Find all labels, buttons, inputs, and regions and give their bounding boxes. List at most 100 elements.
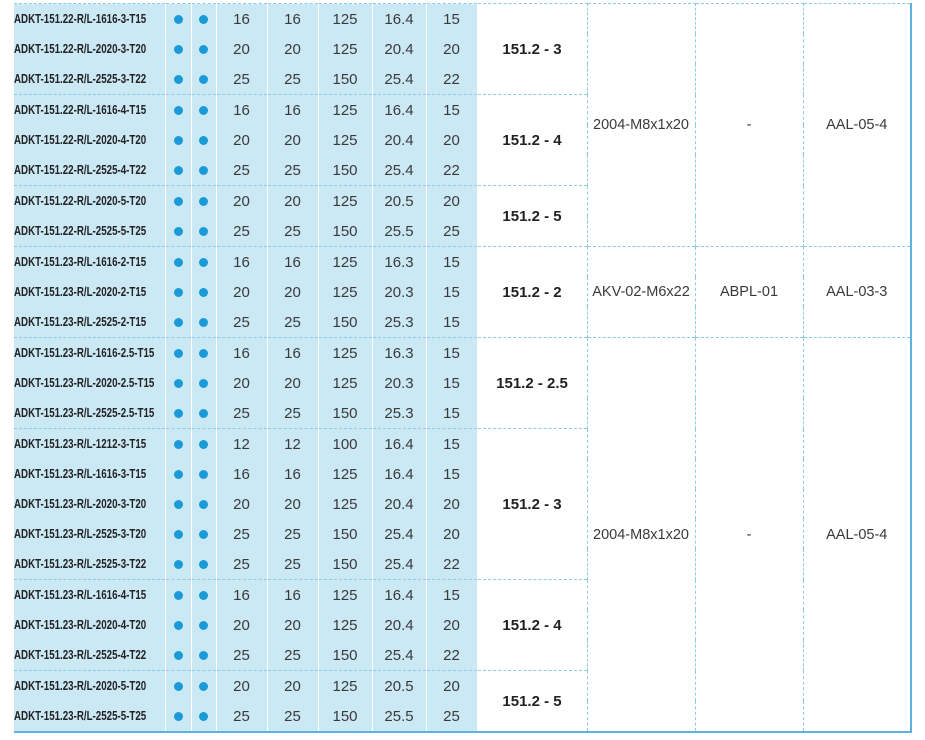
value-cell: 125 (318, 125, 373, 155)
value-cell: 125 (318, 34, 373, 64)
value-cell: 15 (426, 307, 478, 338)
table-row: ADKT-151.23-R/L-1616-3-T15 16 16 125 16.4 15 (14, 459, 911, 489)
product-code: ADKT-151.23-R/L-2525-2-T15 (14, 307, 166, 338)
dot (173, 14, 183, 24)
value-cell: 20 (426, 519, 478, 549)
table-row: ADKT-151.23-R/L-2525-2.5-T15 25 25 150 25.3 1… (14, 398, 911, 429)
value-cell: 25 (216, 640, 268, 671)
span-cell: - (695, 3, 804, 247)
table-row: ADKT-151.23-R/L-2525-3-T22 25 25 150 25.4 22 (14, 549, 911, 580)
product-code: ADKT-151.22-R/L-2525-5-T25 (14, 216, 166, 247)
group-label: 151.2 - 2 (477, 246, 588, 338)
dot-cell (191, 155, 217, 186)
value-cell: 15 (426, 368, 478, 398)
value-cell: 20 (267, 610, 319, 640)
value-cell: 22 (426, 640, 478, 671)
code-text: ADKT-151.23-R/L-2020-4-T20 (14, 618, 147, 632)
value-cell: 25 (216, 519, 268, 549)
table-row: ADKT-151.23-R/L-2525-2-T15 25 25 150 25.3 15 (14, 307, 911, 338)
value-cell: 15 (426, 428, 478, 459)
table-row: ADKT-151.23-R/L-2020-3-T20 20 20 125 20.4 20 (14, 489, 911, 519)
code-text: ADKT-151.23-R/L-1616-2-T15 (14, 255, 147, 269)
dot-cell (165, 640, 192, 671)
value-cell: 16 (216, 579, 268, 610)
dot-cell (191, 398, 217, 429)
value-cell: 15 (426, 277, 478, 307)
value-cell: 25.4 (372, 64, 427, 95)
dot-cell (191, 579, 217, 610)
dot-cell (191, 307, 217, 338)
dot (173, 165, 183, 175)
product-code: ADKT-151.23-R/L-2525-4-T22 (14, 640, 166, 671)
value-cell: 25.4 (372, 155, 427, 186)
table-row: ADKT-151.23-R/L-1616-4-T15 16 16 125 16.4 15 1… (14, 579, 911, 671)
product-code: ADKT-151.23-R/L-2525-3-T22 (14, 549, 166, 580)
value-cell: 125 (318, 670, 373, 701)
dot (173, 135, 183, 145)
table-row: ADKT-151.22-R/L-1616-3-T15 16 16 125 16.4 15 1… (14, 3, 912, 247)
span-cell: 2004-M8x1x20 (587, 337, 696, 732)
value-cell: 25 (216, 64, 268, 95)
product-code: ADKT-151.23-R/L-1616-2-T15 (14, 246, 166, 277)
dot-cell (165, 277, 192, 307)
dot-cell (165, 185, 192, 216)
product-code: ADKT-151.23-R/L-2020-2.5-T15 (14, 368, 166, 398)
dot-cell (191, 64, 217, 95)
value-cell: 16.3 (372, 246, 427, 277)
value-cell: 125 (318, 3, 373, 34)
dot-cell (165, 94, 192, 125)
code-text: ADKT-151.23-R/L-1616-3-T15 (14, 467, 147, 481)
value-cell: 25.4 (372, 519, 427, 549)
dot-cell (191, 701, 217, 732)
code-text: ADKT-151.22-R/L-2020-5-T20 (14, 194, 147, 208)
dot (199, 287, 208, 297)
value-cell: 16 (267, 337, 319, 368)
product-code: ADKT-151.22-R/L-2525-4-T22 (14, 155, 166, 186)
product-code: ADKT-151.23-R/L-2020-2-T15 (14, 277, 166, 307)
code-text: ADKT-151.22-R/L-2020-4-T20 (14, 133, 147, 147)
product-code: ADKT-151.23-R/L-2525-3-T20 (14, 519, 166, 549)
dot (173, 408, 183, 418)
value-cell: 20.3 (372, 277, 427, 307)
value-cell: 25 (216, 701, 268, 732)
dot (173, 650, 183, 660)
table-row: ADKT-151.22-R/L-1616-4-T15 16 16 125 16.4 15 1… (14, 94, 911, 186)
value-cell: 16 (267, 94, 319, 125)
value-cell: 125 (318, 459, 373, 489)
product-code: ADKT-151.23-R/L-2020-4-T20 (14, 610, 166, 640)
group-label: 151.2 - 2.5 (477, 337, 588, 429)
value-cell: 16 (267, 579, 319, 610)
dot (199, 439, 208, 449)
value-cell: 22 (426, 155, 478, 186)
value-cell: 125 (318, 579, 373, 610)
table-row: ADKT-151.23-R/L-2525-5-T25 25 25 150 25.5 25 (14, 701, 911, 732)
value-cell: 20.4 (372, 610, 427, 640)
value-cell: 16 (267, 459, 319, 489)
value-cell: 20 (426, 185, 478, 216)
dot (173, 681, 183, 691)
dot-cell (191, 519, 217, 549)
value-cell: 16.3 (372, 337, 427, 368)
dot-cell (191, 216, 217, 247)
value-cell: 20.4 (372, 34, 427, 64)
dot (173, 469, 183, 479)
dot-cell (165, 3, 192, 34)
dot-cell (165, 34, 192, 64)
value-cell: 20 (216, 34, 268, 64)
value-cell: 20 (267, 489, 319, 519)
value-cell: 25 (426, 216, 478, 247)
group-label: 151.2 - 3 (477, 3, 588, 95)
table-row: ADKT-151.23-R/L-2020-2-T15 20 20 125 20.3 15 (14, 277, 911, 307)
code-text: ADKT-151.22-R/L-2020-3-T20 (14, 42, 147, 56)
dot (199, 559, 208, 569)
value-cell: 25.3 (372, 398, 427, 429)
dot-cell (165, 64, 192, 95)
dot (173, 105, 183, 115)
span-cell: ABPL-01 (695, 246, 804, 338)
value-cell: 25.4 (372, 549, 427, 580)
dot (173, 499, 183, 509)
value-cell: 25 (216, 549, 268, 580)
product-code: ADKT-151.23-R/L-1616-4-T15 (14, 579, 166, 610)
value-cell: 25 (267, 398, 319, 429)
value-cell: 150 (318, 216, 373, 247)
